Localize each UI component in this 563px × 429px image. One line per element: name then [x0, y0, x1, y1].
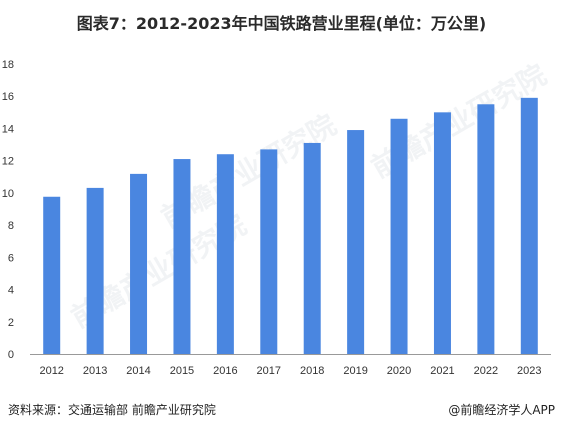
- bar-2021: [433, 112, 451, 354]
- x-tick-label: 2017: [257, 365, 281, 377]
- x-tick-label: 2018: [300, 365, 324, 377]
- bar-2017: [260, 149, 278, 354]
- y-tick-label: 8: [8, 220, 14, 232]
- x-tick-label: 2013: [83, 365, 107, 377]
- y-tick-label: 16: [2, 91, 14, 103]
- x-tick-label: 2014: [126, 365, 150, 377]
- bar-2014: [130, 173, 148, 354]
- x-tick-label: 2023: [517, 365, 541, 377]
- y-tick-label: 4: [8, 285, 14, 297]
- chart-title: 图表7：2012-2023年中国铁路营业里程(单位：万公里): [76, 14, 487, 33]
- y-tick-label: 12: [2, 156, 14, 168]
- bar-2019: [347, 130, 365, 354]
- y-tick-label: 18: [2, 59, 14, 71]
- bar-2016: [216, 154, 234, 354]
- y-tick-label: 10: [2, 188, 14, 200]
- y-tick-label: 0: [8, 349, 14, 361]
- bar-2023: [520, 97, 538, 354]
- y-tick-label: 14: [2, 123, 14, 135]
- x-tick-label: 2019: [343, 365, 367, 377]
- y-tick-label: 2: [8, 317, 14, 329]
- y-tick-label: 6: [8, 252, 14, 264]
- x-tick-label: 2020: [387, 365, 411, 377]
- x-axis-ticks: 2012 2013 2014 2015 2016 2017 2018 2019 2020 2021…: [39, 365, 541, 377]
- bar-2015: [173, 159, 191, 354]
- bar-series: [43, 97, 538, 355]
- credit-note: @前瞻经济学人APP: [448, 403, 555, 417]
- bar-2018: [303, 142, 321, 354]
- x-tick-label: 2021: [430, 365, 454, 377]
- bar-2020: [390, 118, 408, 355]
- x-tick-label: 2016: [213, 365, 237, 377]
- bar-2013: [86, 187, 104, 354]
- x-tick-label: 2022: [474, 365, 498, 377]
- x-tick-label: 2012: [39, 365, 63, 377]
- bar-2022: [477, 104, 495, 355]
- y-axis-ticks: 0 2 4 6 8 10 12 14 16 18: [2, 59, 14, 361]
- source-note: 资料来源：交通运输部 前瞻产业研究院: [8, 403, 216, 417]
- bar-2012: [43, 196, 61, 354]
- x-tick-label: 2015: [170, 365, 194, 377]
